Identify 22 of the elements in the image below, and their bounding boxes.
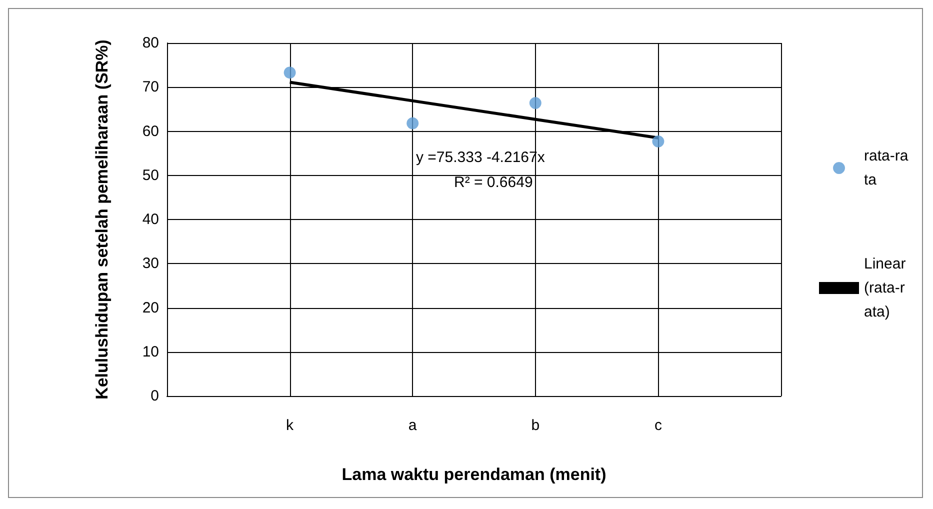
y-tick-label: 0 — [150, 388, 159, 404]
annotation: R² = 0.6649 — [454, 174, 533, 191]
y-axis-title: Kelulushidupan setelah pemeliharaan (SR%) — [92, 40, 112, 400]
y-tick-label: 60 — [142, 122, 159, 140]
x-tick-label: b — [531, 417, 540, 434]
legend-label: rata-rata — [864, 148, 909, 188]
y-tick-label: 10 — [142, 343, 159, 360]
y-tick-label: 80 — [142, 34, 159, 52]
y-tick-label: 30 — [142, 255, 159, 272]
y-tick-label: 50 — [142, 166, 159, 184]
point — [652, 135, 664, 148]
point — [529, 97, 542, 110]
y-tick-label: 20 — [142, 299, 159, 316]
x-tick-label: a — [408, 417, 418, 434]
x-tick-label: c — [654, 417, 662, 434]
legend-label: Linear (rata-rata) — [864, 256, 910, 320]
x-tick-label: k — [286, 417, 294, 434]
point — [406, 117, 419, 130]
x-axis-title: Lama waktu perendaman (menit) — [342, 465, 606, 484]
y-tick-label: 40 — [142, 211, 159, 228]
point — [284, 66, 296, 79]
y-tick-label: 70 — [142, 78, 159, 96]
